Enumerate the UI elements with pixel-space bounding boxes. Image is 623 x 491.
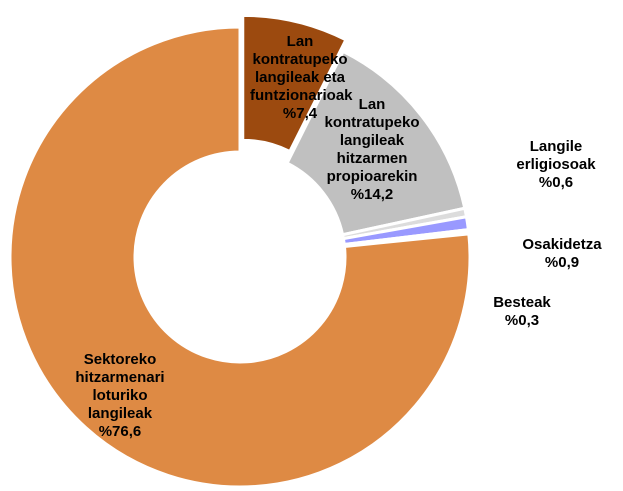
value-label: %7,4	[282, 105, 318, 122]
slice	[285, 49, 467, 237]
slice-label: Sektoreko hitzarmenari loturiko langilea…	[60, 351, 180, 441]
category-name: Besteak	[493, 294, 551, 311]
category-name: Sektoreko hitzarmenari loturiko langilea…	[75, 351, 165, 422]
slice	[241, 13, 348, 154]
category-name: Osakidetza	[522, 236, 602, 253]
value-label: %0,6	[538, 174, 574, 191]
value-label: %76,6	[98, 423, 142, 440]
category-name: Lan kontratupeko langileak hitzarmen pro…	[324, 96, 420, 185]
slice-label: Lan kontratupeko langileak eta funtziona…	[250, 33, 353, 123]
category-name: Lan kontratupeko langileak eta funtziona…	[250, 33, 353, 104]
slice-label: Osakidetza %0,9	[507, 236, 617, 272]
slice-label: Besteak %0,3	[472, 294, 572, 330]
slice	[8, 25, 472, 489]
slice-label: Langile erligiosoak %0,6	[501, 138, 611, 192]
slice-label: Lan kontratupeko langileak hitzarmen pro…	[312, 96, 432, 204]
value-label: %0,9	[544, 254, 580, 271]
value-label: %14,2	[350, 186, 394, 203]
value-label: %0,3	[504, 312, 540, 329]
category-name: Langile erligiosoak	[516, 138, 596, 173]
